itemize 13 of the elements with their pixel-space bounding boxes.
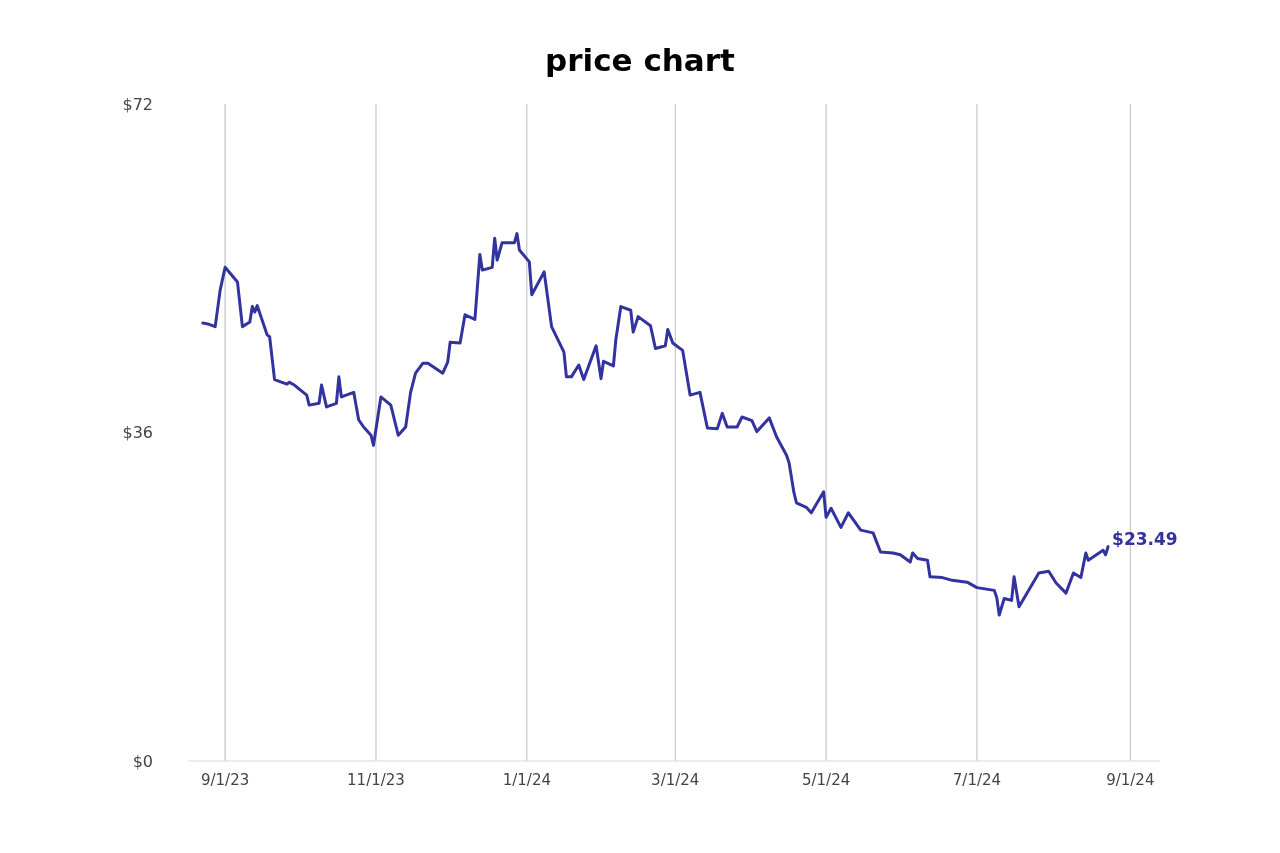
y-tick-label: $36: [122, 423, 153, 443]
x-tick-label: 5/1/24: [801, 771, 851, 789]
x-tick-label: 11/1/23: [347, 771, 405, 789]
x-tick-label: 9/1/24: [1106, 771, 1155, 789]
chart-title: price chart: [545, 42, 736, 78]
x-tick-label: 7/1/24: [952, 771, 1002, 789]
x-tick-label: 9/1/23: [200, 771, 250, 789]
annotation: $23.49: [1112, 528, 1178, 549]
line-series: [201, 232, 1110, 617]
x-tick-label: 1/1/24: [502, 771, 551, 789]
x-tick-label: 3/1/24: [651, 771, 700, 789]
y-tick-label: $0: [132, 751, 153, 771]
y-tick-label: $72: [122, 94, 153, 114]
